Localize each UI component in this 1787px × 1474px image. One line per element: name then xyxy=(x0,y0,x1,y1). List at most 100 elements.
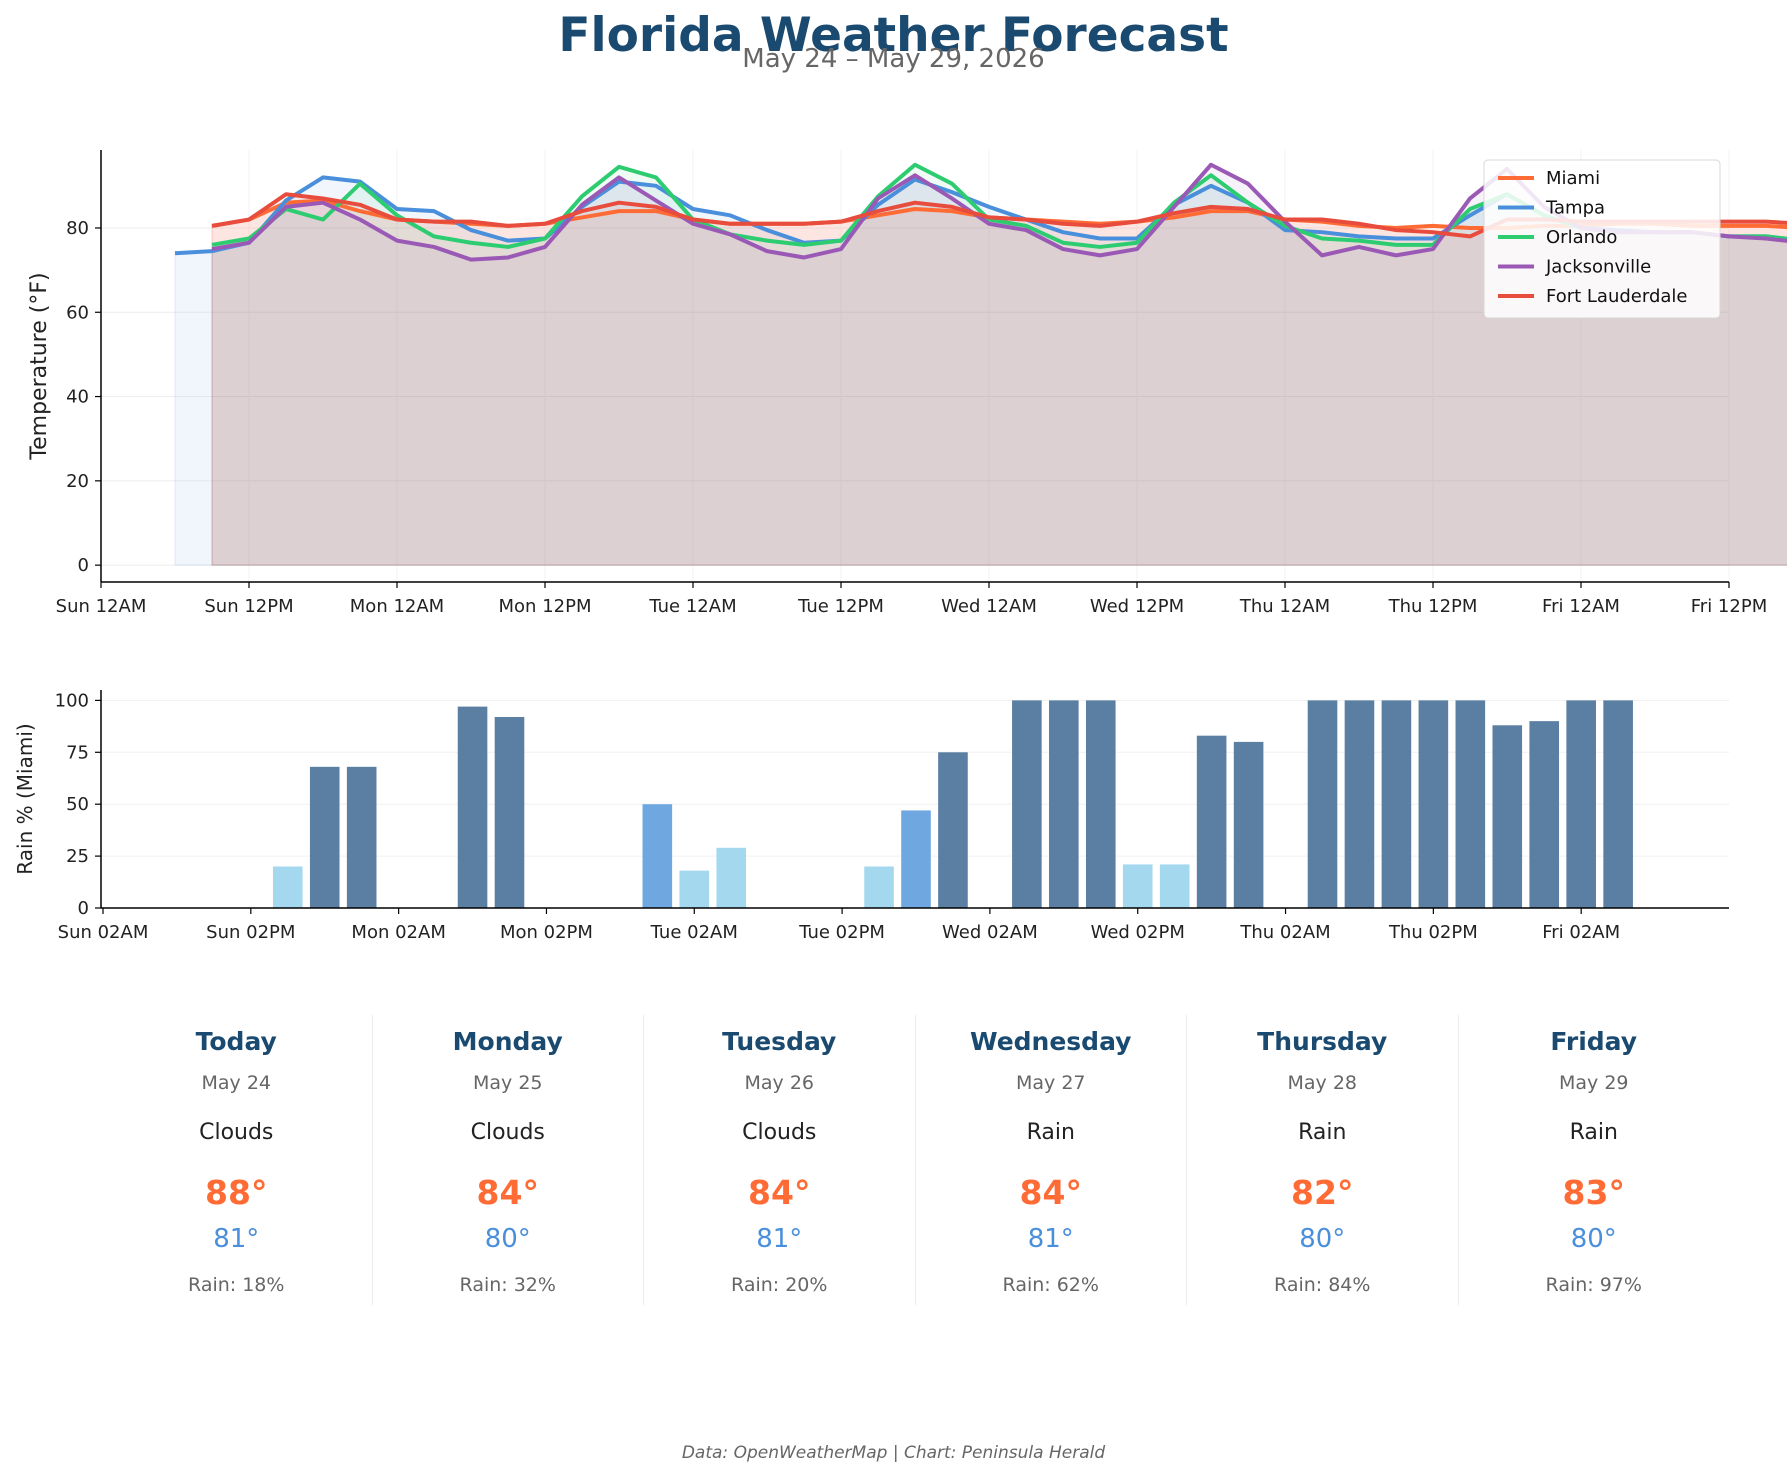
rain-bar xyxy=(1196,735,1227,908)
y-tick-label: 0 xyxy=(78,555,89,576)
forecast-rain: Rain: 32% xyxy=(459,1274,556,1296)
legend-label: Miami xyxy=(1546,168,1600,189)
y-axis-label: Rain % (Miami) xyxy=(13,723,37,874)
x-tick-label: Wed 12AM xyxy=(941,596,1037,617)
forecast-rain: Rain: 18% xyxy=(188,1274,285,1296)
rain-bar xyxy=(1381,700,1412,908)
legend-label: Orlando xyxy=(1546,227,1617,248)
y-tick-label: 75 xyxy=(66,742,89,763)
rain-bar xyxy=(272,866,303,908)
rain-bar xyxy=(1085,700,1116,908)
chart-subtitle: May 24 – May 29, 2026 xyxy=(742,44,1045,74)
rain-bar xyxy=(1603,700,1633,908)
rain-bar xyxy=(1455,700,1486,908)
forecast-condition: Clouds xyxy=(742,1120,817,1145)
forecast-date: May 25 xyxy=(473,1072,543,1094)
rain-bar xyxy=(1344,700,1375,908)
forecast-rain: Rain: 84% xyxy=(1274,1274,1371,1296)
forecast-date: May 24 xyxy=(201,1072,272,1094)
y-tick-label: 20 xyxy=(66,471,89,492)
forecast-day: Monday xyxy=(452,1027,563,1056)
forecast-low: 81° xyxy=(756,1224,803,1254)
forecast-condition: Rain xyxy=(1569,1120,1618,1145)
x-tick-label: Tue 12AM xyxy=(648,596,736,617)
rain-bar xyxy=(1492,725,1523,908)
rain-bar xyxy=(716,847,747,908)
x-tick-label: Thu 12PM xyxy=(1388,596,1478,617)
x-tick-label: Tue 02PM xyxy=(798,922,885,943)
rain-bar xyxy=(1233,741,1264,908)
forecast-date: May 26 xyxy=(744,1072,815,1094)
rain-bar xyxy=(457,706,488,908)
forecast-low: 81° xyxy=(1027,1224,1074,1254)
rain-bar xyxy=(1307,700,1338,908)
forecast-rain: Rain: 20% xyxy=(731,1274,828,1296)
y-tick-label: 50 xyxy=(66,794,89,815)
x-tick-label: Sun 02PM xyxy=(206,922,295,943)
rain-bar xyxy=(864,866,894,908)
forecast-low: 81° xyxy=(213,1224,260,1254)
chart-title: Florida Weather Forecast xyxy=(558,8,1229,63)
rain-bar xyxy=(901,810,931,908)
y-tick-label: 80 xyxy=(66,218,89,239)
x-tick-label: Sun 12PM xyxy=(204,596,293,617)
forecast-day: Today xyxy=(195,1027,277,1056)
forecast-high: 84° xyxy=(476,1173,539,1212)
x-tick-label: Fri 02AM xyxy=(1542,922,1620,943)
x-tick-label: Mon 02AM xyxy=(351,922,445,943)
legend-label: Fort Lauderdale xyxy=(1546,286,1688,307)
rain-bar xyxy=(1012,700,1042,908)
x-tick-label: Thu 02PM xyxy=(1388,922,1478,943)
x-tick-label: Wed 02PM xyxy=(1091,922,1185,943)
forecast-card-friday: Friday May 29 Rain 83° 80° Rain: 97% xyxy=(1459,1015,1730,1305)
forecast-card-today: Today May 24 Clouds 88° 81° Rain: 18% xyxy=(101,1015,373,1305)
rain-bar xyxy=(679,870,710,908)
y-tick-label: 40 xyxy=(66,387,89,408)
forecast-rain: Rain: 97% xyxy=(1545,1274,1642,1296)
x-tick-label: Tue 12PM xyxy=(797,596,884,617)
x-tick-label: Sun 12AM xyxy=(56,596,147,617)
forecast-condition: Clouds xyxy=(199,1120,274,1145)
x-tick-label: Fri 12PM xyxy=(1691,596,1767,617)
forecast-date: May 27 xyxy=(1016,1072,1086,1094)
forecast-high: 84° xyxy=(748,1173,811,1212)
forecast-condition: Rain xyxy=(1026,1120,1075,1145)
rain-bar xyxy=(1122,864,1153,908)
y-tick-label: 60 xyxy=(66,302,89,323)
x-tick-label: Sun 02AM xyxy=(58,922,149,943)
rain-bar xyxy=(642,804,673,908)
x-tick-label: Thu 12AM xyxy=(1239,596,1330,617)
rain-bar xyxy=(1049,700,1079,908)
legend-label: Jacksonville xyxy=(1545,257,1651,278)
forecast-day: Thursday xyxy=(1257,1027,1388,1056)
y-tick-label: 25 xyxy=(66,846,89,867)
forecast-high: 83° xyxy=(1562,1173,1625,1212)
charts-figure: 0 20 40 60 80 Sun 12AM Sun 12PM Mon 12AM Mon 12P… xyxy=(13,150,1787,943)
data-credit: Data: OpenWeatherMap | Chart: Peninsula … xyxy=(681,1443,1106,1463)
rain-bar xyxy=(346,766,377,908)
forecast-card-monday: Monday May 25 Clouds 84° 80° Rain: 32% xyxy=(373,1015,644,1305)
forecast-date: May 29 xyxy=(1559,1072,1629,1094)
forecast-card-wednesday: Wednesday May 27 Rain 84° 81° Rain: 62% xyxy=(916,1015,1187,1305)
legend: Miami Tampa Orlando Jacksonville Fort Lauder… xyxy=(1483,159,1721,319)
forecast-high: 82° xyxy=(1291,1173,1354,1212)
forecast-day: Tuesday xyxy=(722,1027,837,1056)
rain-bar xyxy=(309,766,340,908)
forecast-low: 80° xyxy=(484,1224,531,1254)
forecast-low: 80° xyxy=(1299,1224,1346,1254)
temperature-panel: 0 20 40 60 80 Sun 12AM Sun 12PM Mon 12AM Mon 12P… xyxy=(27,150,1787,617)
y-tick-label: 0 xyxy=(78,898,89,919)
forecast-low: 80° xyxy=(1570,1224,1617,1254)
rain-bar xyxy=(1418,700,1449,908)
rain-bar xyxy=(938,752,968,908)
forecast-cards: Today May 24 Clouds 88° 81° Rain: 18% Mo… xyxy=(101,1015,1729,1305)
legend-label: Tampa xyxy=(1545,198,1605,219)
forecast-card-thursday: Thursday May 28 Rain 82° 80° Rain: 84% xyxy=(1187,1015,1459,1305)
forecast-rain: Rain: 62% xyxy=(1002,1274,1099,1296)
forecast-card-tuesday: Tuesday May 26 Clouds 84° 81° Rain: 20% xyxy=(644,1015,916,1305)
x-tick-label: Tue 02AM xyxy=(650,922,738,943)
x-tick-label: Mon 12AM xyxy=(350,596,444,617)
rain-bar xyxy=(1529,721,1560,908)
x-tick-label: Wed 12PM xyxy=(1090,596,1184,617)
rain-panel: 0 25 50 75 100 Sun 02AM Sun 02PM Mon 02AM Mon 02… xyxy=(13,690,1729,943)
